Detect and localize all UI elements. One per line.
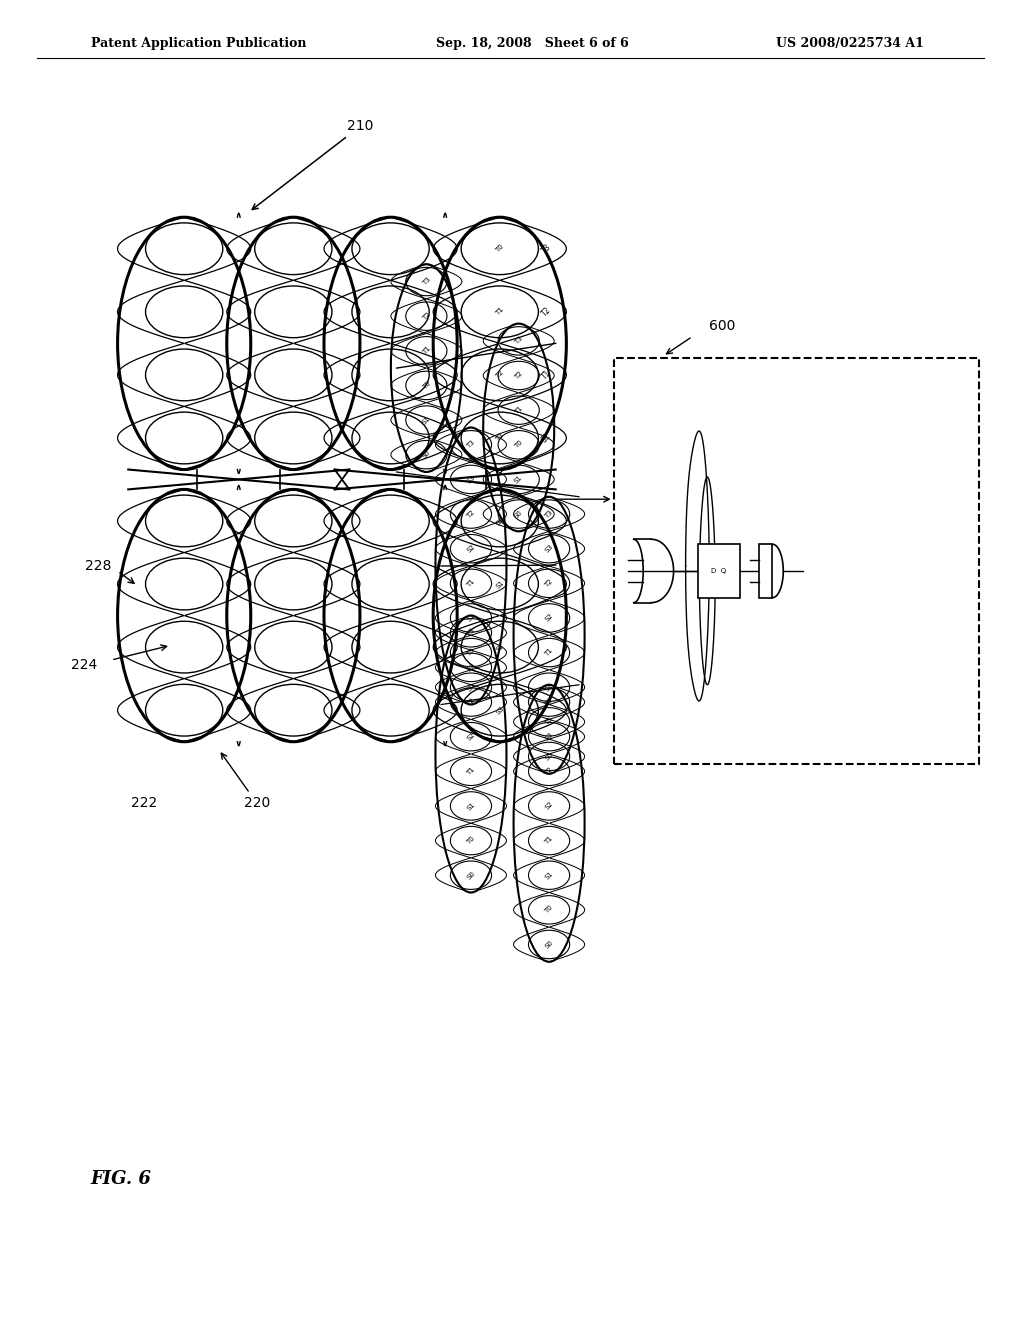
Text: S2: S2 [466, 731, 476, 742]
Text: US 2008/0225734 A1: US 2008/0225734 A1 [776, 37, 925, 50]
Text: S0: S0 [544, 940, 554, 949]
Text: T1: T1 [540, 368, 553, 381]
Text: T1: T1 [495, 306, 505, 317]
Text: 222: 222 [131, 796, 158, 810]
Text: S2: S2 [544, 801, 554, 812]
Text: S1: S1 [466, 612, 476, 623]
Text: S1: S1 [544, 870, 554, 880]
Text: 224: 224 [72, 659, 97, 672]
Text: T0: T0 [544, 717, 554, 727]
Text: T0: T0 [466, 647, 476, 657]
Text: S0: S0 [513, 508, 524, 519]
Text: T3: T3 [540, 242, 553, 255]
FancyBboxPatch shape [613, 358, 979, 764]
Text: S1: S1 [540, 432, 553, 445]
Text: 670: 670 [759, 502, 782, 515]
Text: T3: T3 [466, 627, 476, 638]
Text: S0: S0 [466, 870, 476, 880]
Text: T3: T3 [495, 433, 505, 444]
Text: T3: T3 [466, 440, 476, 450]
Text: 220: 220 [221, 754, 270, 810]
Text: T1: T1 [544, 647, 554, 657]
Text: T1: T1 [421, 346, 431, 356]
Text: T2: T2 [540, 305, 553, 318]
Text: T1: T1 [466, 578, 476, 589]
Bar [760, 544, 772, 598]
Text: 228: 228 [85, 560, 111, 573]
Text: T0: T0 [544, 904, 554, 915]
Text: STICKY LOGIC: STICKY LOGIC [681, 444, 691, 520]
Text: T0: T0 [421, 380, 431, 391]
Text: FIG. 6: FIG. 6 [91, 1171, 152, 1188]
Text: T0: T0 [466, 836, 476, 846]
Text: T1: T1 [466, 766, 476, 776]
Text: S3: S3 [466, 474, 476, 484]
Bar [698, 544, 739, 598]
Text: Patent Application Publication: Patent Application Publication [91, 37, 306, 50]
Text: 640: 640 [640, 627, 664, 640]
Text: S3: S3 [544, 544, 554, 554]
Text: Sep. 18, 2008   Sheet 6 of 6: Sep. 18, 2008 Sheet 6 of 6 [436, 37, 629, 50]
Text: T2: T2 [466, 510, 476, 519]
Text: D  Q: D Q [712, 568, 726, 574]
Text: IF 1 -> OCTAL RATE POSSIBILITY: IF 1 -> OCTAL RATE POSSIBILITY [944, 473, 954, 651]
Text: S2: S2 [544, 612, 554, 623]
Text: S0: S0 [544, 751, 554, 762]
Text: S0: S0 [421, 449, 432, 459]
Text: S1: S1 [495, 578, 505, 589]
Text: T2: T2 [466, 697, 476, 708]
Text: 650: 650 [702, 721, 716, 744]
Text: S1: S1 [466, 801, 476, 812]
Text: T1: T1 [544, 836, 554, 846]
Text: T3: T3 [544, 697, 554, 708]
Text: T3: T3 [421, 276, 431, 286]
Text: 210: 210 [252, 119, 374, 210]
Text: 600: 600 [709, 319, 735, 334]
Text: T0: T0 [513, 440, 524, 450]
Text: T2: T2 [544, 766, 554, 776]
Text: T1: T1 [513, 405, 524, 416]
Text: T2: T2 [421, 312, 431, 321]
Text: T3: T3 [544, 508, 554, 519]
Text: S3: S3 [495, 705, 505, 715]
Text: S0: S0 [495, 516, 505, 527]
Text: S0: S0 [466, 682, 476, 693]
Text: T3: T3 [513, 335, 524, 346]
Text: T0: T0 [495, 243, 505, 253]
Text: 660: 660 [708, 610, 731, 623]
Text: S2: S2 [466, 544, 476, 554]
Text: S3: S3 [466, 663, 476, 673]
Text: S1: S1 [513, 474, 524, 484]
Text: S1: S1 [421, 414, 432, 425]
Text: T2: T2 [544, 578, 554, 589]
Text: S3: S3 [544, 731, 554, 742]
Text: T2: T2 [514, 371, 524, 380]
Text: T2: T2 [495, 370, 505, 380]
Text: S2: S2 [495, 642, 505, 652]
Text: S1: S1 [544, 682, 554, 693]
